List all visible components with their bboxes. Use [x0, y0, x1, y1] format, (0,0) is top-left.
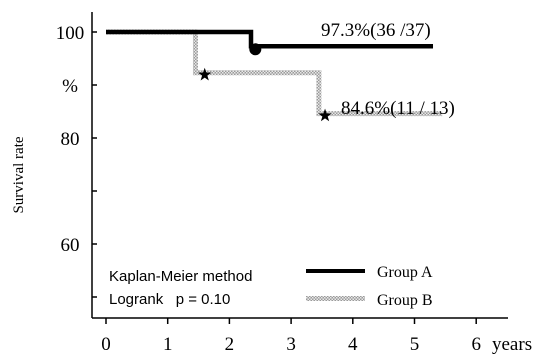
group-a-event-marker: [249, 43, 262, 56]
legend: Group A Group B: [306, 264, 433, 309]
x-ticks: 0 1 2 3 4 5 6: [101, 318, 481, 354]
method-annotation: Kaplan-Meier method: [109, 268, 252, 285]
x-tick-label: 5: [410, 334, 420, 354]
y-tick-label: 80: [61, 129, 80, 150]
y-axis-label: Survival rate: [11, 136, 27, 213]
x-tick-label: 4: [348, 334, 358, 354]
logrank-annotation: Logrank p = 0.10: [109, 291, 230, 308]
legend-label-group-b: Group B: [377, 292, 433, 309]
y-ticks: 100% 80 60: [56, 23, 97, 298]
legend-swatch-group-b: [306, 296, 365, 301]
x-tick-label: 3: [286, 334, 296, 354]
group-a-end-label: 97.3%(36 /37): [321, 20, 431, 41]
group-b-event-marker: [198, 67, 212, 81]
group-b-event-marker: [318, 108, 332, 122]
x-tick-label: 6: [471, 334, 481, 354]
x-axis-label: years: [492, 334, 532, 354]
x-tick-label: 0: [101, 334, 111, 354]
legend-label-group-a: Group A: [377, 264, 433, 281]
y-tick-label: 60: [61, 235, 80, 256]
survival-curves: [106, 29, 443, 122]
x-tick-label: 2: [225, 334, 235, 354]
y-tick-label: 100: [56, 23, 85, 44]
x-tick-label: 1: [163, 334, 173, 354]
group-b-end-label: 84.6%(11 / 13): [341, 98, 455, 119]
group-a-curve: [106, 29, 434, 49]
y-tick-label: %: [62, 76, 78, 97]
